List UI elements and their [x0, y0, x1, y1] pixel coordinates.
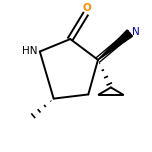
Text: O: O	[83, 3, 92, 13]
Text: N: N	[132, 27, 140, 37]
Text: HN: HN	[22, 46, 38, 56]
Polygon shape	[98, 30, 133, 60]
